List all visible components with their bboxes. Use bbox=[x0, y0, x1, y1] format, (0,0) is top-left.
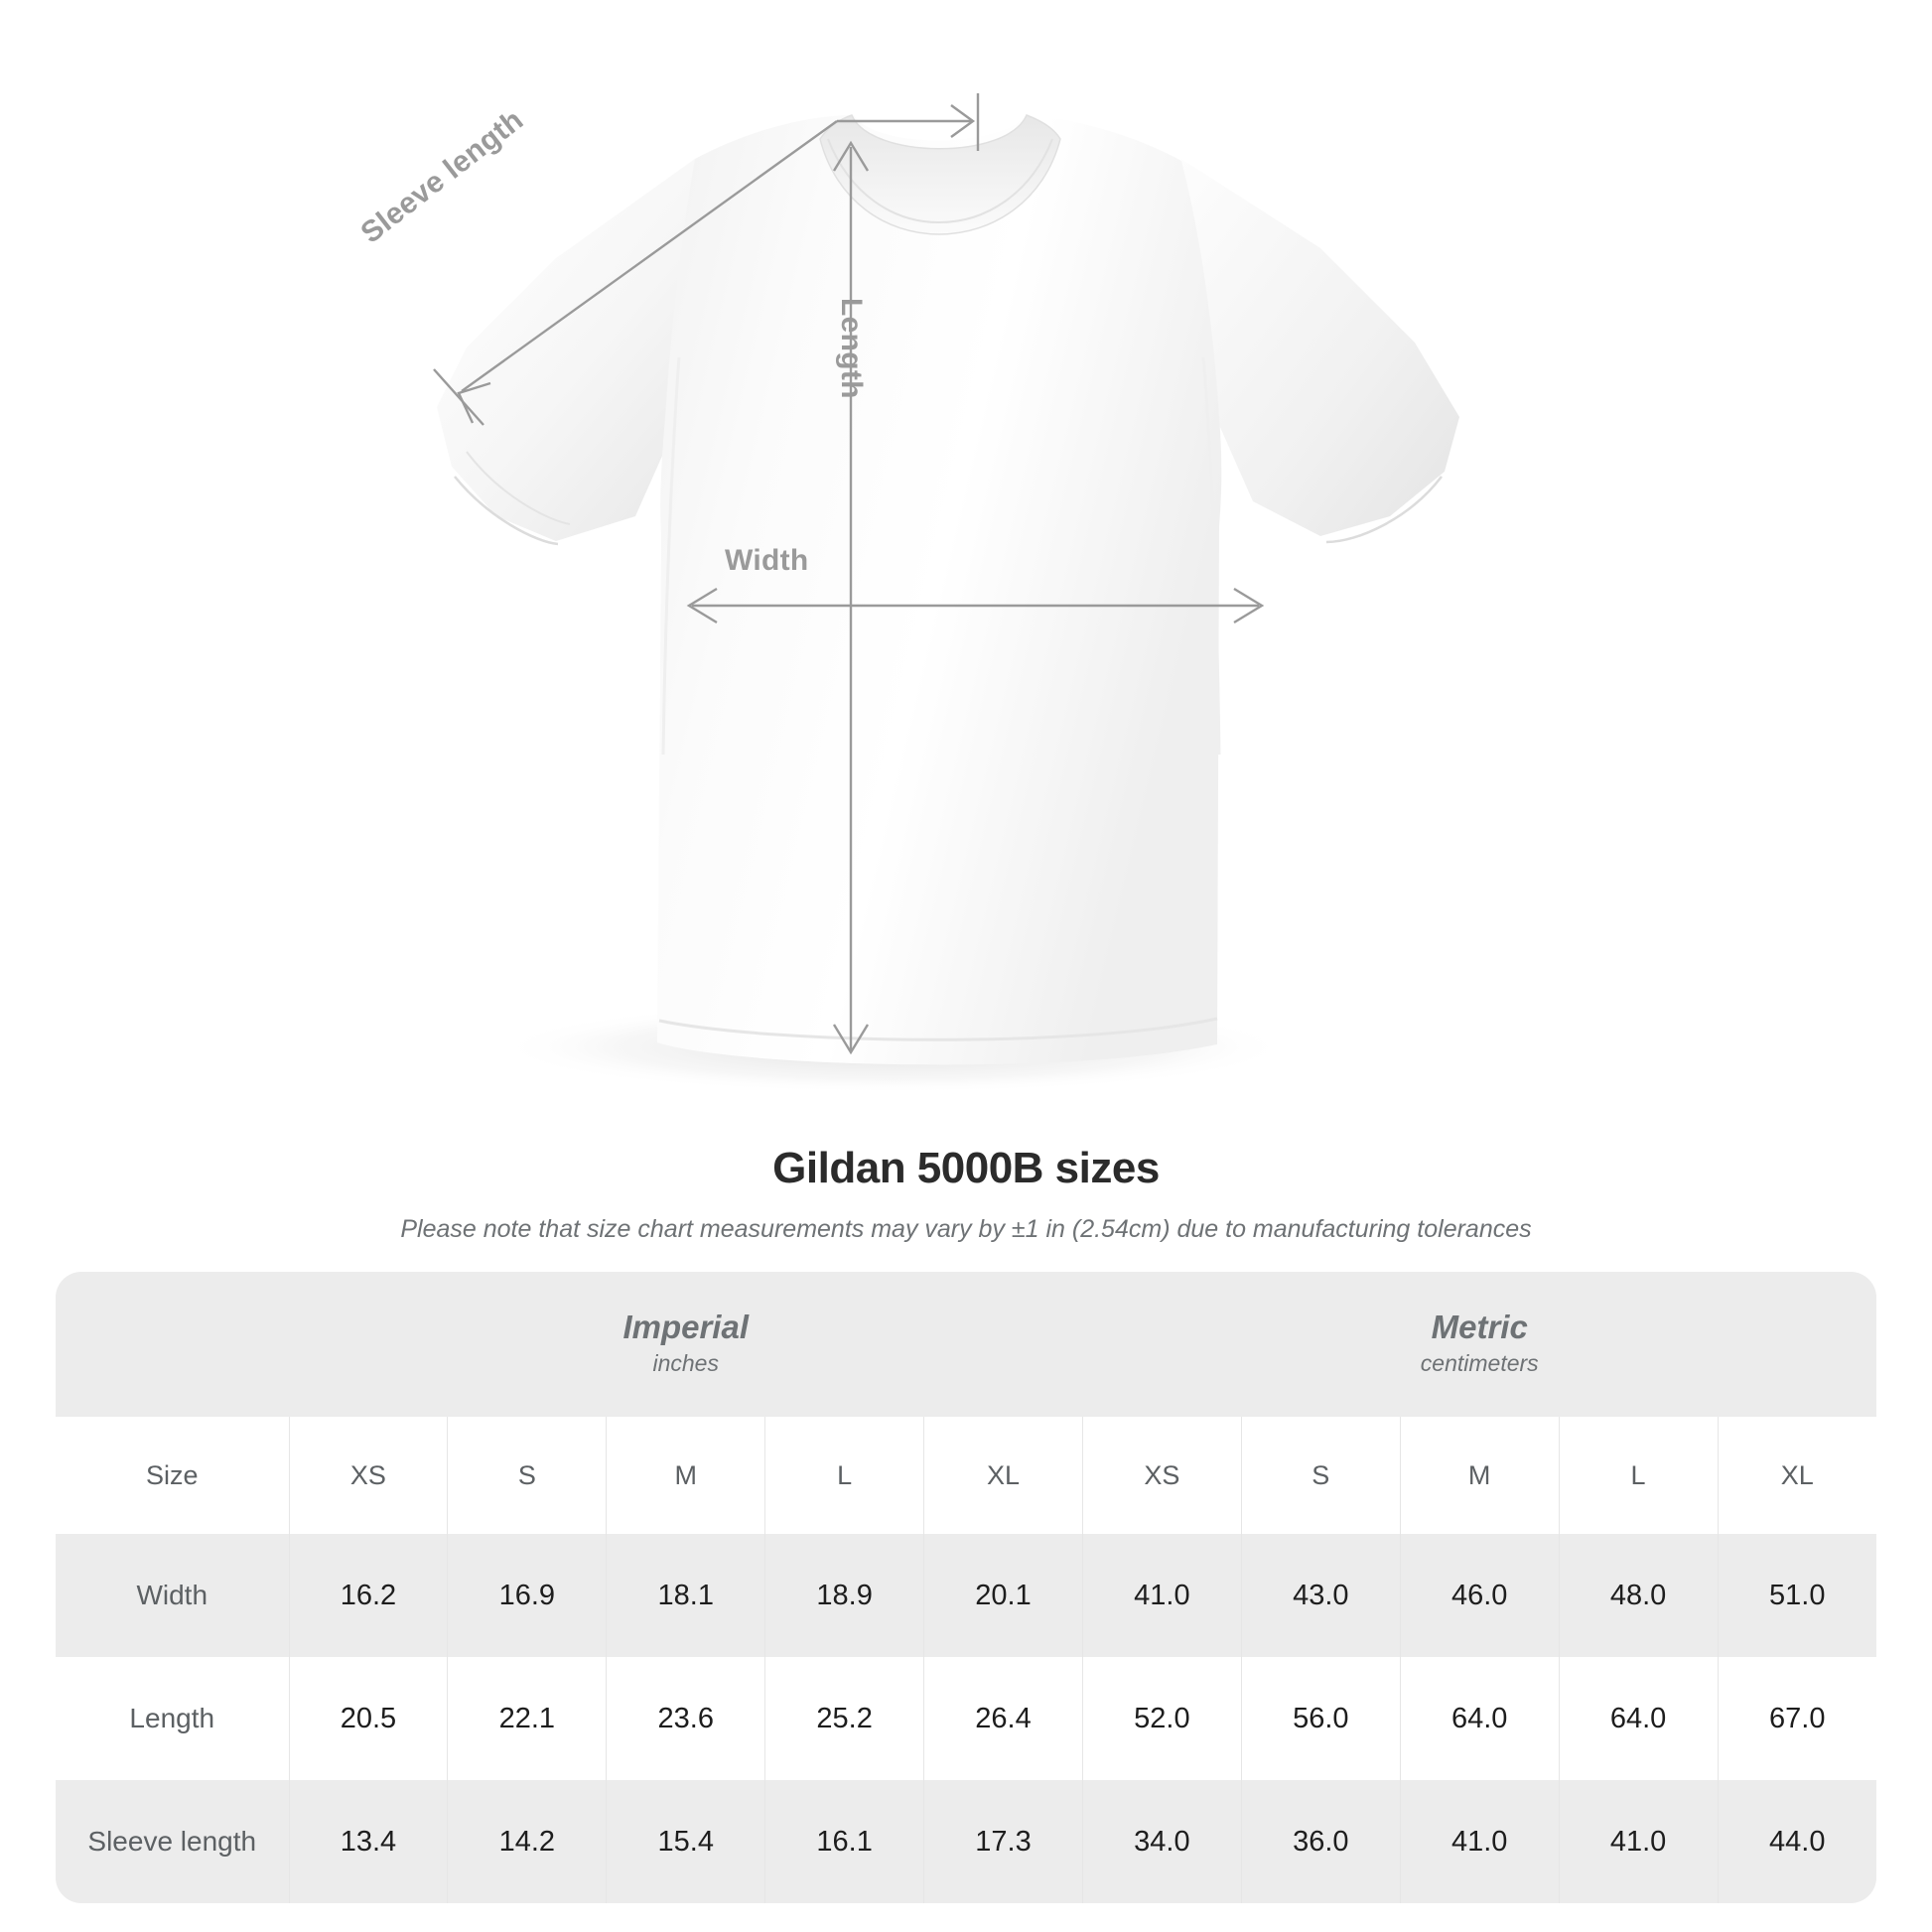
size-column-header: L bbox=[1558, 1417, 1719, 1534]
measurement-row-label: Sleeve length bbox=[56, 1780, 289, 1903]
measurement-cell: 20.5 bbox=[288, 1657, 448, 1780]
measurement-cell: 15.4 bbox=[606, 1780, 765, 1903]
measurement-cell: 18.1 bbox=[606, 1534, 765, 1657]
tolerance-note: Please note that size chart measurements… bbox=[400, 1215, 1532, 1243]
measurement-cell: 51.0 bbox=[1717, 1534, 1876, 1657]
chart-heading: Gildan 5000B sizes Please note that size… bbox=[0, 1132, 1932, 1244]
measurement-cell: 23.6 bbox=[606, 1657, 765, 1780]
measurement-cell: 41.0 bbox=[1399, 1780, 1560, 1903]
left-drape bbox=[661, 356, 681, 756]
length-bottom-arrowhead bbox=[832, 1024, 870, 1055]
size-column-header: XS bbox=[288, 1417, 448, 1534]
table-row: Length 20.5 22.1 23.6 25.2 26.4 52.0 56.0 64.0 64… bbox=[56, 1657, 1876, 1780]
size-column-header: XL bbox=[1717, 1417, 1876, 1534]
tshirt-diagram: Sleeve length Length Width bbox=[355, 93, 1459, 1093]
measurement-cell: 64.0 bbox=[1399, 1657, 1560, 1780]
size-column-header: S bbox=[447, 1417, 607, 1534]
measurement-cell: 41.0 bbox=[1558, 1780, 1719, 1903]
sleeve-diagonal bbox=[461, 120, 838, 392]
measurement-cell: 20.1 bbox=[923, 1534, 1083, 1657]
measurement-cell: 41.0 bbox=[1081, 1534, 1242, 1657]
width-left-arrowhead bbox=[686, 587, 718, 624]
unit-header-row: Imperial inches Metric centimeters bbox=[56, 1272, 1876, 1417]
size-column-header: M bbox=[1399, 1417, 1560, 1534]
bottom-hem bbox=[658, 1017, 1218, 1041]
measurement-cell: 34.0 bbox=[1081, 1780, 1242, 1903]
size-chart-table: Imperial inches Metric centimeters Size XS S M L… bbox=[56, 1272, 1876, 1903]
size-column-header: XL bbox=[923, 1417, 1083, 1534]
measurement-cell: 16.2 bbox=[288, 1534, 448, 1657]
tshirt-illustration bbox=[433, 93, 1459, 1093]
size-column-header: S bbox=[1240, 1417, 1401, 1534]
measurement-row-label: Length bbox=[56, 1657, 289, 1780]
sleeve-end-tick bbox=[433, 368, 484, 426]
unit-group-sub: centimeters bbox=[1420, 1349, 1539, 1376]
length-top-arrowhead bbox=[832, 140, 870, 172]
width-dimension-label: Width bbox=[725, 544, 809, 577]
right-sleeve-hem bbox=[1325, 476, 1443, 544]
width-right-arrowhead bbox=[1233, 587, 1265, 624]
size-header-label: Size bbox=[56, 1417, 289, 1534]
measurement-cell: 48.0 bbox=[1558, 1534, 1719, 1657]
unit-group-metric: Metric centimeters bbox=[1082, 1272, 1876, 1417]
shirt-body bbox=[657, 115, 1222, 1065]
measurement-cell: 46.0 bbox=[1399, 1534, 1560, 1657]
right-sleeve bbox=[1181, 159, 1459, 536]
measurement-cell: 17.3 bbox=[923, 1780, 1083, 1903]
left-sleeve-hem bbox=[454, 476, 559, 546]
shirt-body-group bbox=[437, 114, 1459, 1065]
measurement-cell: 44.0 bbox=[1717, 1780, 1876, 1903]
left-sleeve-fold bbox=[466, 451, 571, 525]
page-title: Gildan 5000B sizes bbox=[772, 1144, 1160, 1192]
unit-group-name: Metric bbox=[1431, 1308, 1528, 1345]
measurement-cell: 22.1 bbox=[447, 1657, 607, 1780]
measurement-cell: 64.0 bbox=[1558, 1657, 1719, 1780]
sleeve-arrowhead bbox=[457, 381, 491, 424]
table-row: Width 16.2 16.9 18.1 18.9 20.1 41.0 43.0 46.0 48.… bbox=[56, 1534, 1876, 1657]
collar-inner-seam bbox=[827, 138, 1053, 224]
unit-group-imperial: Imperial inches bbox=[289, 1272, 1083, 1417]
table-body: Imperial inches Metric centimeters Size XS S M L… bbox=[56, 1272, 1876, 1903]
measurement-cell: 67.0 bbox=[1717, 1657, 1876, 1780]
size-column-header: L bbox=[764, 1417, 924, 1534]
measurement-cell: 13.4 bbox=[288, 1780, 448, 1903]
measurement-cell: 26.4 bbox=[923, 1657, 1083, 1780]
right-drape bbox=[1201, 356, 1221, 756]
measurement-cell: 16.1 bbox=[764, 1780, 924, 1903]
unit-group-sub: inches bbox=[652, 1349, 719, 1376]
measurement-cell: 52.0 bbox=[1081, 1657, 1242, 1780]
measurement-cell: 25.2 bbox=[764, 1657, 924, 1780]
measurement-cell: 36.0 bbox=[1240, 1780, 1401, 1903]
unit-group-name: Imperial bbox=[622, 1308, 749, 1345]
left-sleeve bbox=[437, 159, 695, 541]
dimension-lines bbox=[433, 93, 1265, 1055]
length-dimension-label: Length bbox=[835, 298, 868, 399]
measurement-cell: 18.9 bbox=[764, 1534, 924, 1657]
size-column-header: XS bbox=[1081, 1417, 1242, 1534]
measurement-row-label: Width bbox=[56, 1534, 289, 1657]
measurement-cell: 43.0 bbox=[1240, 1534, 1401, 1657]
measurement-cell: 16.9 bbox=[447, 1534, 607, 1657]
unit-header-corner bbox=[56, 1272, 289, 1417]
table-row: Sleeve length 13.4 14.2 15.4 16.1 17.3 34.0 36.… bbox=[56, 1780, 1876, 1903]
measurement-cell: 56.0 bbox=[1240, 1657, 1401, 1780]
measurement-cell: 14.2 bbox=[447, 1780, 607, 1903]
size-column-header: M bbox=[606, 1417, 765, 1534]
sleeve-top-arrowhead bbox=[950, 104, 976, 138]
size-header-row: Size XS S M L XL XS S M L XL bbox=[56, 1417, 1876, 1534]
size-chart-container: Imperial inches Metric centimeters Size XS S M L… bbox=[56, 1272, 1876, 1903]
